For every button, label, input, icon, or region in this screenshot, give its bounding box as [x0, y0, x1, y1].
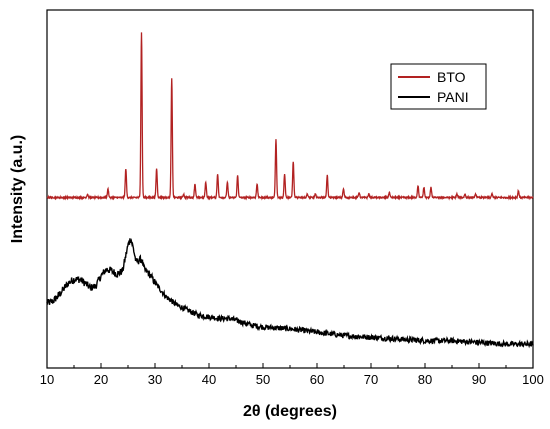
x-tick-label: 10: [40, 372, 54, 387]
x-tick-label: 100: [522, 372, 544, 387]
series-layer: [46, 32, 534, 349]
y-axis-title: Intensity (a.u.): [9, 135, 26, 243]
x-tick-label: 70: [364, 372, 378, 387]
legend-box: [390, 63, 487, 110]
x-tick-label: 50: [256, 372, 270, 387]
x-tick-label: 80: [418, 372, 432, 387]
legend-label-bto: BTO: [437, 69, 466, 85]
x-axis-title: 2θ (degrees): [243, 403, 337, 420]
legend: BTO PANI: [390, 63, 487, 110]
x-tick-label: 90: [472, 372, 486, 387]
x-tick-label: 20: [94, 372, 108, 387]
x-axis: 10 20 30 40 50 60 70 80 90 100: [40, 363, 544, 387]
series-line-bto: [46, 32, 534, 201]
x-tick-label: 40: [202, 372, 216, 387]
x-tick-label: 60: [310, 372, 324, 387]
x-tick-label: 30: [148, 372, 162, 387]
series-line-pani: [46, 238, 534, 349]
legend-label-pani: PANI: [437, 89, 469, 105]
